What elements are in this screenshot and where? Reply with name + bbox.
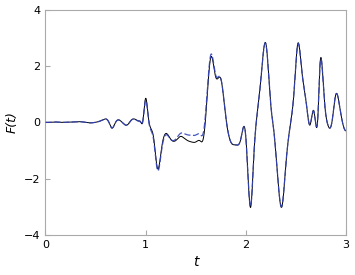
X-axis label: t: t xyxy=(193,255,198,270)
Y-axis label: F(t): F(t) xyxy=(6,111,18,133)
